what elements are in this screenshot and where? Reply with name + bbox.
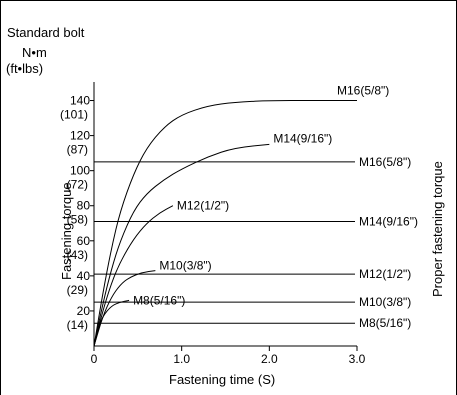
- y-tick-label-secondary-4: (72): [67, 178, 88, 192]
- reference-line-label-1: M14(9/16"): [359, 215, 418, 229]
- x-tick-label-1: 1.0: [173, 352, 190, 366]
- x-axis-title: Fastening time (S): [169, 372, 275, 387]
- series-curve-0: [93, 100, 357, 347]
- series-label-1: M14(9/16"): [273, 131, 332, 145]
- x-tick-label-2: 2.0: [261, 352, 278, 366]
- reference-line-label-3: M10(3/8"): [359, 295, 411, 309]
- reference-line-label-0: M16(5/8"): [359, 155, 411, 169]
- reference-line-label-4: M8(5/16"): [359, 316, 411, 330]
- series-label-4: M8(5/16"): [133, 293, 185, 307]
- y-unit-secondary-label: (ft•lbs): [6, 61, 43, 76]
- y-tick-label-secondary-1: (29): [67, 283, 88, 297]
- y-tick-label-secondary-0: (14): [67, 318, 88, 332]
- y-tick-label-1: 40: [77, 269, 91, 283]
- secondary-y-axis-title: Proper fastening torque: [430, 161, 445, 297]
- y-tick-label-secondary-6: (101): [60, 108, 88, 122]
- y-unit-label: N•m: [22, 45, 47, 60]
- x-tick-label-0: 0: [91, 352, 98, 366]
- y-tick-label-5: 120: [70, 129, 90, 143]
- y-tick-label-3: 80: [77, 199, 91, 213]
- y-axis-title: Fastening torque: [59, 182, 74, 280]
- series-label-0: M16(5/8"): [337, 84, 389, 98]
- y-tick-label-2: 60: [77, 234, 91, 248]
- y-tick-label-secondary-3: (58): [67, 213, 88, 227]
- y-tick-label-secondary-2: (43): [67, 248, 88, 262]
- y-tick-label-6: 140: [70, 94, 90, 108]
- y-tick-label-0: 20: [77, 304, 91, 318]
- series-curve-3: [93, 270, 156, 347]
- x-tick-label-3: 3.0: [349, 352, 366, 366]
- chart-title: Standard bolt: [7, 25, 85, 40]
- series-label-2: M12(1/2"): [177, 199, 229, 213]
- y-tick-label-4: 100: [70, 164, 90, 178]
- reference-line-label-2: M12(1/2"): [359, 267, 411, 281]
- series-label-3: M10(3/8"): [159, 259, 211, 273]
- y-tick-label-secondary-5: (87): [67, 143, 88, 157]
- series-curve-4: [93, 299, 130, 347]
- series-curve-1: [93, 143, 270, 347]
